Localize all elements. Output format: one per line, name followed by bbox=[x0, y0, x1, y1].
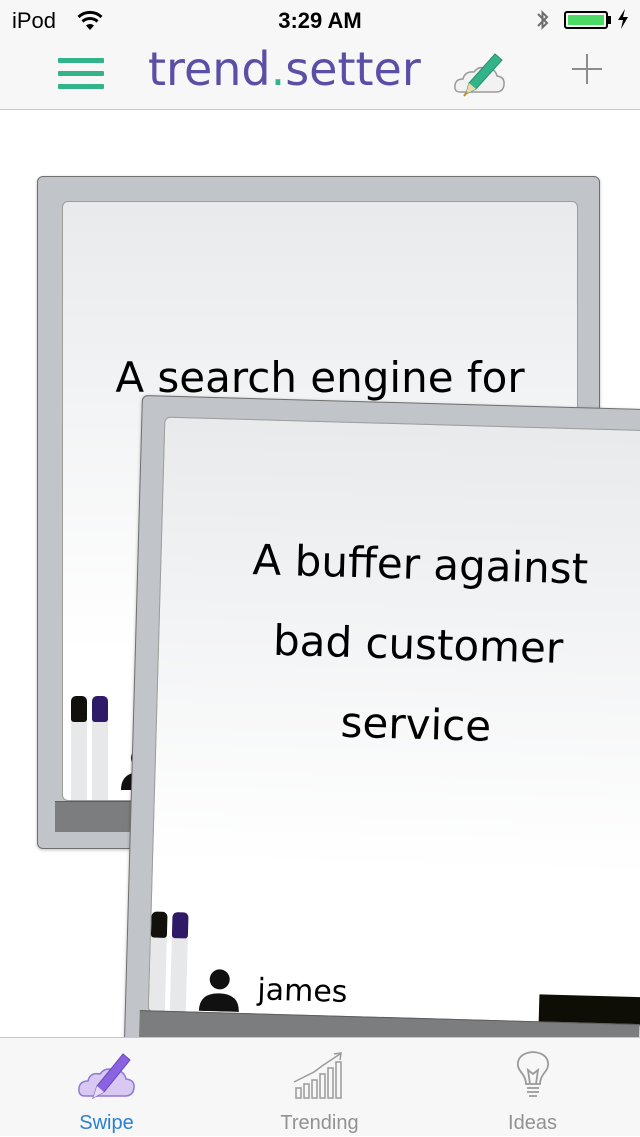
card-idea-text: A search engine for bbox=[115, 353, 525, 402]
charging-icon bbox=[616, 8, 630, 36]
card-idea-line-3: service bbox=[340, 697, 492, 751]
tab-ideas[interactable]: Ideas bbox=[426, 1038, 639, 1137]
wifi-icon bbox=[76, 9, 104, 37]
upvote-cap-icon bbox=[92, 696, 108, 722]
tab-trending[interactable]: Trending bbox=[213, 1038, 426, 1137]
card-idea-line-1: A buffer against bbox=[251, 535, 589, 594]
card-face: A buffer against bad customer service ja… bbox=[147, 416, 640, 1027]
card-author-name: james bbox=[256, 972, 348, 1010]
battery-icon bbox=[564, 11, 608, 29]
trending-chart-icon bbox=[292, 1050, 348, 1104]
status-time: 3:29 AM bbox=[278, 8, 362, 33]
tab-swipe[interactable]: Swipe bbox=[0, 1038, 213, 1137]
downvote-cap-icon bbox=[71, 696, 87, 722]
downvote-cap-icon bbox=[150, 911, 168, 938]
card-idea-line-2: bad customer bbox=[272, 615, 564, 673]
pencil-cloud-icon bbox=[77, 1050, 137, 1106]
carrier-label: iPod bbox=[12, 8, 57, 33]
battery-nub bbox=[608, 16, 611, 24]
battery-level bbox=[568, 15, 604, 25]
idea-card-front[interactable]: A buffer against bad customer service ja… bbox=[123, 395, 640, 1069]
bluetooth-icon bbox=[534, 8, 552, 38]
tab-label: Swipe bbox=[79, 1112, 134, 1134]
plus-icon[interactable] bbox=[570, 52, 604, 86]
pencil-cloud-logo-icon bbox=[452, 48, 508, 102]
hamburger-menu-icon[interactable] bbox=[58, 56, 104, 92]
user-avatar-icon bbox=[197, 967, 242, 1016]
navigation-bar: trend.setter bbox=[0, 40, 640, 110]
tab-label: Ideas bbox=[508, 1112, 557, 1134]
upvote-cap-icon bbox=[171, 912, 189, 939]
status-bar: iPod 3:29 AM bbox=[0, 0, 640, 40]
brand-wordmark: trend.setter bbox=[148, 42, 421, 96]
lightbulb-icon bbox=[513, 1050, 553, 1106]
tab-label: Trending bbox=[280, 1112, 359, 1134]
tab-bar: Swipe Trending bbox=[0, 1037, 640, 1136]
